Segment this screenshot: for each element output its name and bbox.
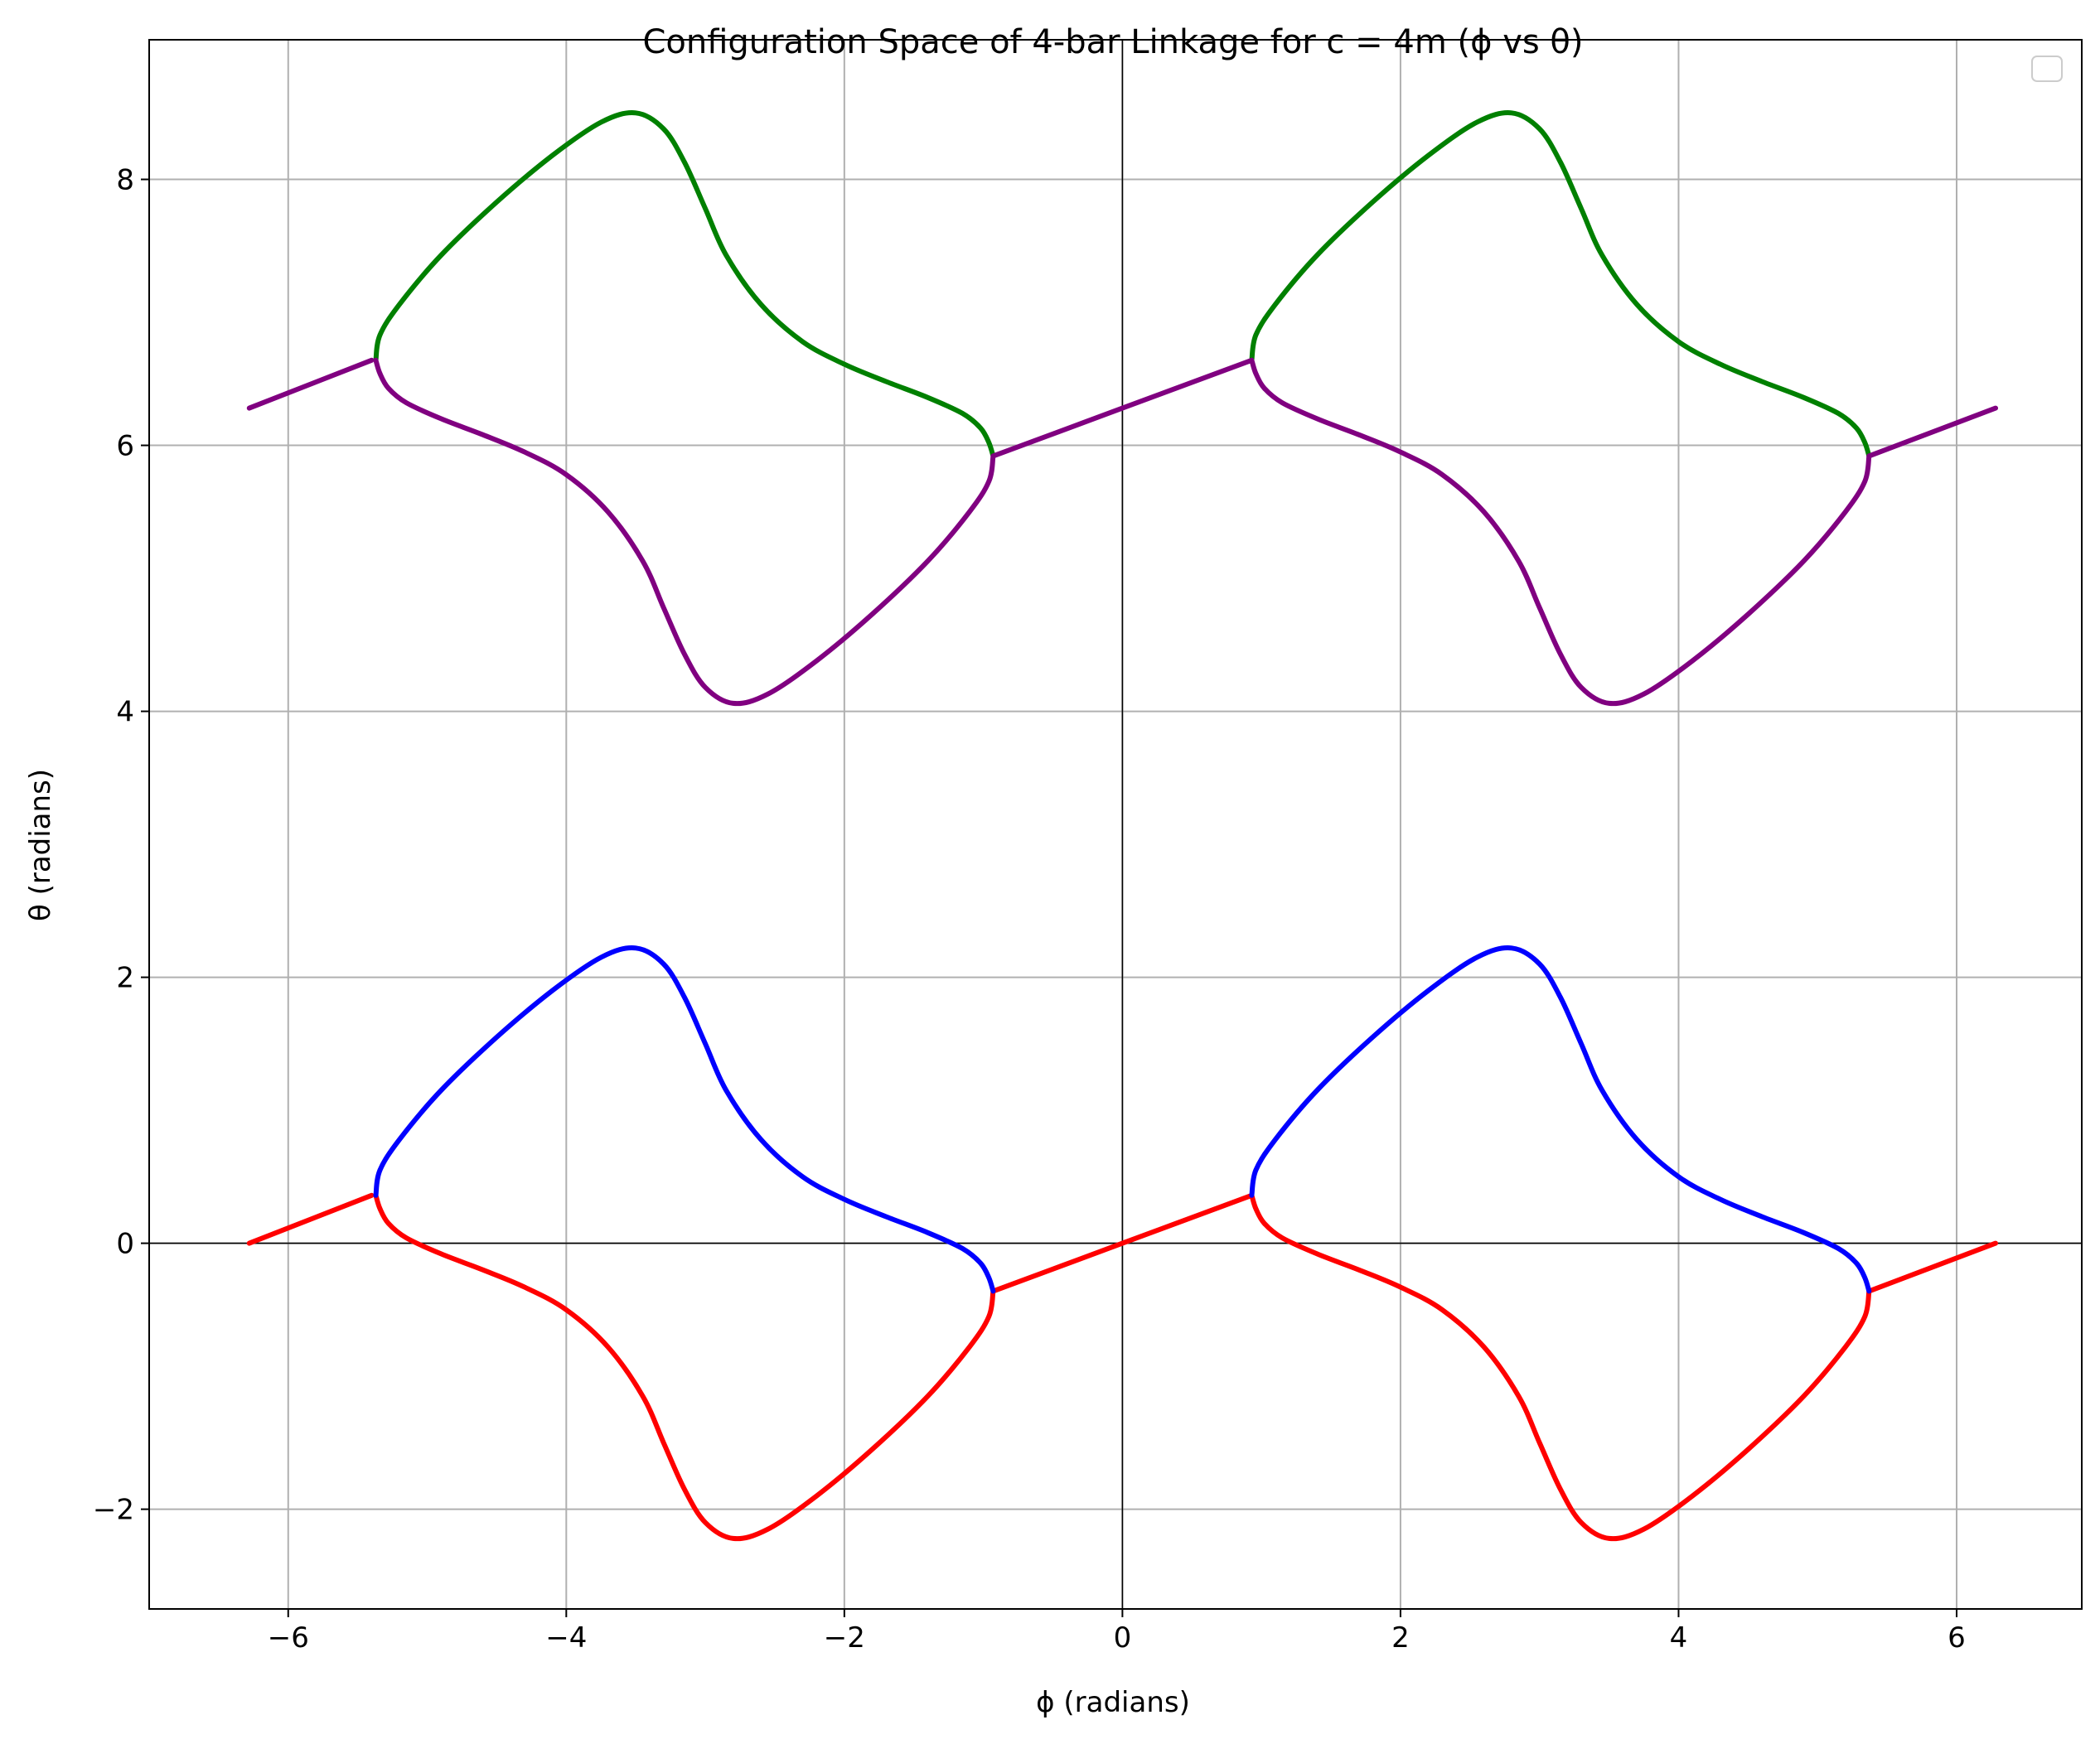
series-3-segment-4 [1866,405,1998,459]
series-0-segment-0 [246,1192,375,1246]
series-0-segment-3 [1249,1192,1872,1542]
series-3-segment-3 [1249,357,1872,707]
series-0-segment-4 [1866,1240,1998,1294]
series-3-segment-2 [990,357,1255,459]
y-tick-label: 0 [116,1228,134,1261]
x-axis-ticks: −6 −4 −2 0 2 4 6 [268,1609,1966,1655]
x-axis-label: ϕ (radians) [1036,1686,1190,1719]
x-tick-label: 0 [1114,1621,1132,1655]
y-tick-label: −2 [93,1494,134,1527]
grid-lines [149,40,2082,1609]
series-curves [246,110,1998,1542]
y-tick-label: 2 [116,962,134,995]
series-2-segment-0 [373,110,996,459]
series-3-segment-0 [246,357,375,411]
series-0-segment-2 [990,1192,1255,1294]
y-tick-label: 6 [116,430,134,463]
series-2-segment-1 [1249,110,1872,459]
x-tick-label: −6 [268,1621,309,1655]
chart-title: Configuration Space of 4-bar Linkage for… [642,23,1583,61]
x-tick-label: −2 [824,1621,865,1655]
x-tick-label: 6 [1948,1621,1966,1655]
y-tick-label: 8 [116,164,134,197]
series-1-segment-0 [373,945,996,1294]
x-tick-label: 2 [1391,1621,1410,1655]
y-axis-ticks: −2 0 2 4 6 8 [93,164,149,1527]
x-tick-label: 4 [1670,1621,1688,1655]
series-3-segment-1 [373,357,996,707]
plot-frame [148,39,2083,1610]
legend-box [2031,56,2063,82]
x-tick-label: −4 [545,1621,587,1655]
y-tick-label: 4 [116,696,134,729]
series-0-segment-1 [373,1192,996,1542]
series-1-segment-1 [1249,945,1872,1294]
y-axis-label: θ (radians) [24,769,57,921]
